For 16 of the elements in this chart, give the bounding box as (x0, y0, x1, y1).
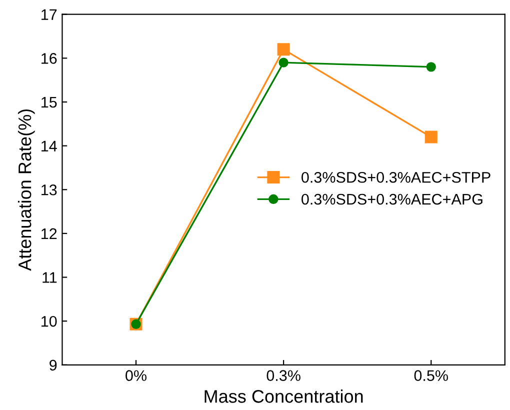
y-tick-label: 11 (42, 272, 57, 283)
x-tick-label: 0.5% (414, 370, 448, 381)
legend-label: 0.3%SDS+0.3%AEC+APG (302, 194, 482, 205)
x-tick-label: 0.3% (266, 370, 300, 381)
y-tick-label: 17 (42, 9, 57, 20)
y-axis-title: Attenuation Rate(%) (18, 109, 35, 271)
y-tick-label: 16 (42, 53, 57, 64)
x-tick-label: 0% (126, 370, 146, 381)
x-axis-title: Mass Concentration (204, 390, 363, 403)
y-tick-label: 12 (42, 228, 57, 239)
y-tick-label: 10 (42, 316, 57, 327)
legend-label: 0.3%SDS+0.3%AEC+STPP (302, 172, 490, 183)
y-tick-label: 13 (42, 184, 57, 196)
y-tick-label: 14 (42, 140, 57, 152)
y-tick-label: 15 (42, 97, 57, 108)
y-tick-label: 9 (50, 360, 57, 371)
